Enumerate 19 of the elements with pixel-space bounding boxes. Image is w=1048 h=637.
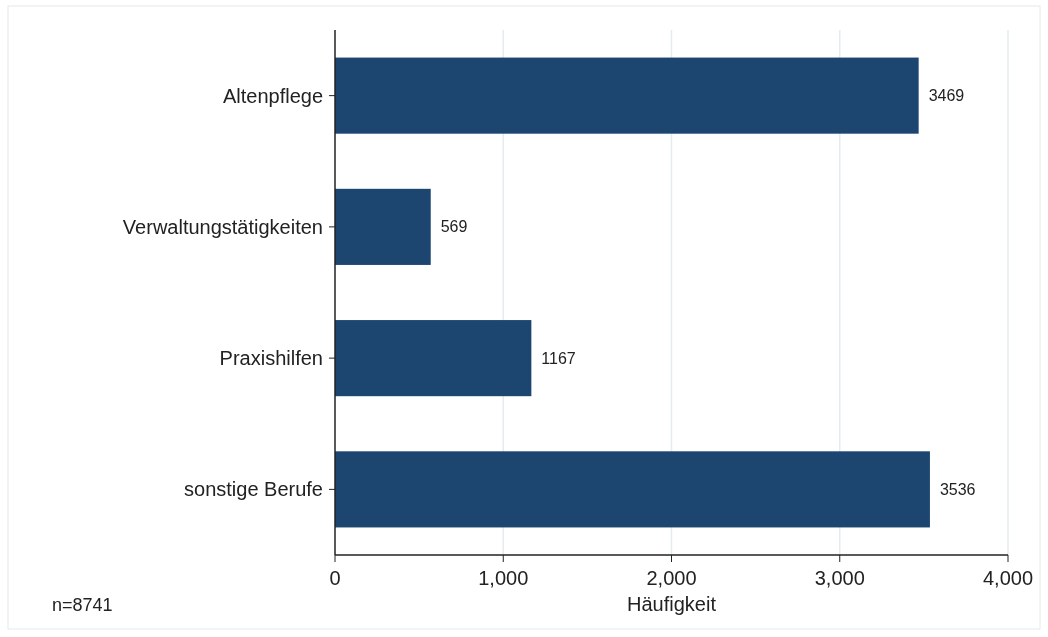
- bar: [335, 188, 431, 265]
- data-label: 1167: [541, 349, 576, 367]
- y-tick-label: Verwaltungstätigkeiten: [122, 215, 323, 238]
- x-tick-label: 3,000: [814, 567, 865, 589]
- bar: [335, 320, 532, 397]
- data-label: 3469: [928, 87, 965, 105]
- text: n=8741: [52, 595, 113, 615]
- data-label: 569: [440, 218, 468, 236]
- data-label: 3536: [939, 480, 976, 498]
- x-tick-label: 0: [329, 567, 341, 589]
- x-axis-title: Häufigkeit: [627, 593, 717, 615]
- y-tick-label: sonstige Berufe: [184, 478, 323, 501]
- x-tick-label: 2,000: [646, 567, 697, 589]
- bar: [335, 451, 930, 528]
- y-tick-label: Altenpflege: [222, 84, 323, 107]
- bar: [335, 57, 919, 134]
- x-tick-label: 4,000: [982, 567, 1034, 589]
- x-tick-label: 1,000: [478, 567, 529, 589]
- y-tick-label: Praxishilfen: [219, 347, 323, 370]
